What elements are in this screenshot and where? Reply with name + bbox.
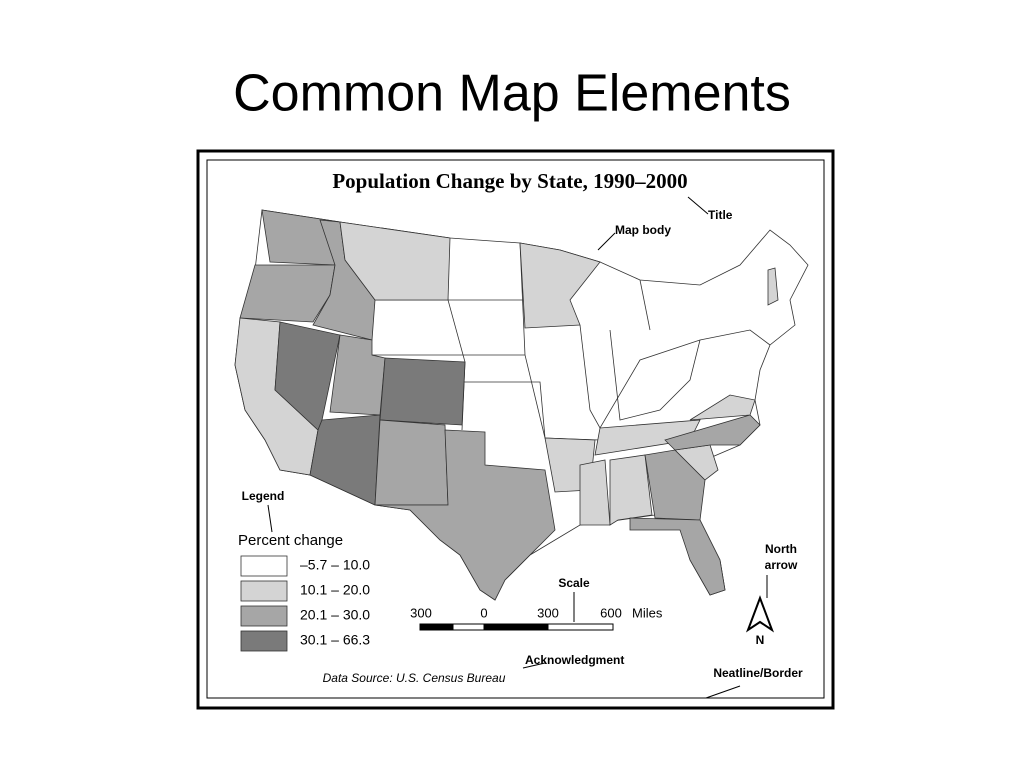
annotation-legend: Legend: [242, 489, 285, 503]
legend-label: –5.7 – 10.0: [300, 557, 370, 573]
annotation-north-arrow: North: [765, 542, 797, 556]
annotation-scale: Scale: [558, 576, 590, 590]
slide-title: Common Map Elements: [233, 65, 791, 123]
legend-swatch: [240, 630, 288, 652]
north-arrow: [745, 595, 775, 633]
annotation-map-body: Map body: [615, 223, 671, 237]
legend: –5.7 – 10.0 10.1 – 20.0 20.1 – 30.0 30.1 – …: [240, 555, 370, 652]
scale-bar: [419, 623, 614, 631]
legend-swatch: [240, 555, 288, 577]
legend-label: 20.1 – 30.0: [300, 607, 370, 623]
legend-label: 30.1 – 66.3: [300, 632, 370, 648]
annotation-neatline: Neatline/Border: [713, 666, 803, 680]
legend-label: 10.1 – 20.0: [300, 582, 370, 598]
annotation-title: Title: [708, 208, 733, 222]
annotation-north-arrow: arrow: [765, 558, 798, 572]
scale-label: 300: [537, 605, 559, 620]
annotations: [267, 196, 768, 699]
data-source: Data Source: U.S. Census Bureau: [323, 671, 506, 685]
legend-swatch: [240, 605, 288, 627]
map-title: Population Change by State, 1990–2000: [332, 169, 687, 193]
annotation-acknowledgment: Acknowledgment: [525, 653, 624, 667]
north-label: N: [756, 633, 765, 647]
neatline-inner: [206, 159, 825, 699]
legend-title: Percent change: [238, 532, 343, 549]
scale-label: 600: [600, 605, 622, 620]
neatline-outer: [196, 149, 835, 710]
scale-label: 300: [410, 605, 432, 620]
scale-unit: Miles: [632, 605, 663, 620]
scale-label: 0: [480, 605, 487, 620]
legend-swatch: [240, 580, 288, 602]
map-body: [234, 209, 809, 601]
